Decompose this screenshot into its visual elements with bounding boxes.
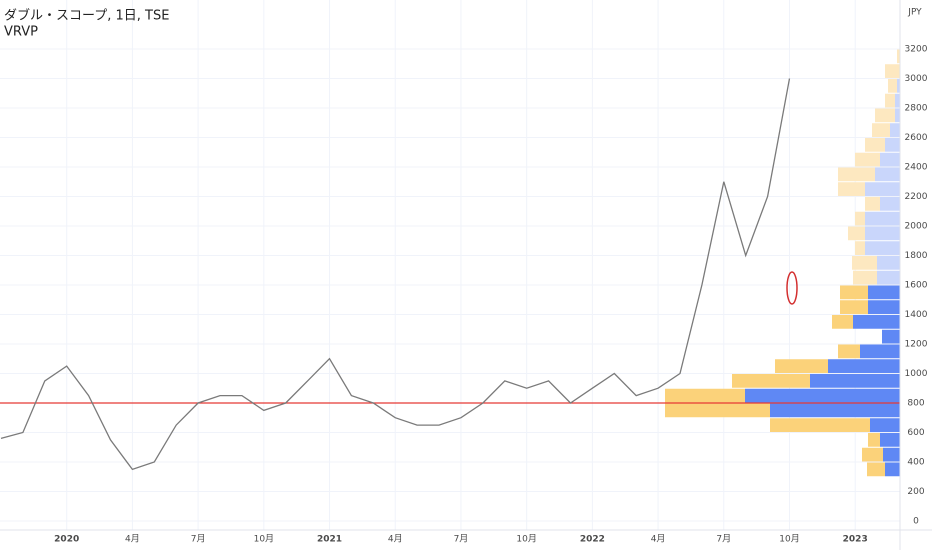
x-tick-label: 7月 bbox=[716, 534, 731, 545]
y-tick-label: 0 bbox=[913, 517, 919, 527]
x-tick-label: 10月 bbox=[516, 534, 536, 545]
volume-down-bar bbox=[770, 418, 870, 432]
volume-up-bar bbox=[868, 300, 900, 314]
volume-profile bbox=[665, 49, 900, 477]
volume-down-bar bbox=[840, 285, 868, 300]
x-tick-label: 2023 bbox=[843, 535, 868, 545]
volume-down-bar bbox=[885, 93, 895, 108]
y-tick-label: 400 bbox=[907, 457, 924, 467]
y-tick-label: 1200 bbox=[905, 339, 928, 349]
volume-up-bar bbox=[897, 78, 900, 93]
volume-down-bar bbox=[832, 314, 853, 329]
x-tick-label: 4月 bbox=[388, 534, 403, 545]
volume-down-bar bbox=[875, 108, 895, 123]
volume-down-bar bbox=[665, 403, 770, 418]
volume-up-bar bbox=[877, 255, 900, 270]
volume-down-bar bbox=[852, 255, 877, 270]
x-tick-label: 2022 bbox=[580, 535, 605, 545]
y-tick-label: 2400 bbox=[905, 162, 928, 172]
volume-up-bar bbox=[853, 314, 900, 329]
axes: 0 200 400 600 800 1000 1200 1400 1600 1800 2000 220… bbox=[54, 44, 928, 544]
y-tick-label: 2600 bbox=[905, 133, 928, 143]
y-tick-label: 1000 bbox=[905, 369, 928, 379]
volume-up-bar bbox=[880, 432, 900, 447]
y-axis-label: JPY bbox=[907, 8, 922, 18]
x-tick-label: 2021 bbox=[317, 535, 342, 545]
volume-up-bar bbox=[880, 196, 900, 211]
y-tick-label: 1800 bbox=[905, 251, 928, 261]
volume-down-bar bbox=[855, 211, 865, 226]
volume-up-bar bbox=[890, 123, 900, 137]
price-series bbox=[0, 78, 791, 471]
y-tick-label: 600 bbox=[907, 428, 924, 438]
volume-down-bar bbox=[897, 49, 900, 64]
volume-up-bar bbox=[895, 93, 900, 108]
volume-down-bar bbox=[838, 344, 860, 359]
volume-up-bar bbox=[883, 447, 900, 462]
volume-down-bar bbox=[862, 447, 883, 462]
x-tick-label: 10月 bbox=[779, 534, 799, 545]
chart-title: ダブル・スコープ, 1日, TSE bbox=[4, 8, 169, 24]
volume-up-bar bbox=[865, 226, 900, 241]
volume-down-bar bbox=[848, 226, 865, 241]
x-tick-label: 4月 bbox=[651, 534, 666, 545]
volume-down-bar bbox=[868, 432, 880, 447]
indicator-label: VRVP bbox=[4, 25, 38, 40]
y-tick-label: 2800 bbox=[905, 103, 928, 113]
volume-down-bar bbox=[872, 123, 890, 137]
grid bbox=[0, 0, 900, 530]
volume-down-bar bbox=[665, 388, 745, 403]
volume-up-bar bbox=[865, 182, 900, 196]
volume-down-bar bbox=[888, 78, 897, 93]
highlight-circle bbox=[786, 271, 798, 305]
volume-up-bar bbox=[865, 211, 900, 226]
y-tick-label: 3000 bbox=[905, 74, 928, 84]
volume-down-bar bbox=[853, 270, 877, 285]
x-tick-label: 10月 bbox=[254, 534, 274, 545]
volume-down-bar bbox=[865, 137, 885, 152]
volume-up-bar bbox=[880, 152, 900, 167]
volume-up-bar bbox=[870, 418, 900, 432]
volume-up-bar bbox=[868, 285, 900, 300]
volume-down-bar bbox=[838, 167, 875, 182]
volume-up-bar bbox=[885, 137, 900, 152]
volume-down-bar bbox=[855, 152, 880, 167]
y-tick-label: 200 bbox=[907, 487, 924, 497]
y-tick-label: 3200 bbox=[905, 44, 928, 54]
x-tick-label: 7月 bbox=[454, 534, 469, 545]
volume-up-bar bbox=[895, 108, 900, 123]
volume-down-bar bbox=[840, 300, 868, 314]
volume-down-bar bbox=[867, 462, 885, 477]
plot bbox=[0, 78, 900, 471]
volume-up-bar bbox=[865, 241, 900, 255]
y-tick-label: 1400 bbox=[905, 310, 928, 320]
y-tick-label: 800 bbox=[907, 398, 924, 408]
volume-up-bar bbox=[745, 388, 900, 403]
volume-down-bar bbox=[865, 196, 880, 211]
volume-up-bar bbox=[810, 373, 900, 388]
volume-down-bar bbox=[838, 182, 865, 196]
y-tick-label: 2000 bbox=[905, 221, 928, 231]
volume-down-bar bbox=[775, 359, 828, 373]
x-tick-label: 2020 bbox=[54, 535, 79, 545]
volume-up-bar bbox=[860, 344, 900, 359]
y-tick-label: 2200 bbox=[905, 192, 928, 202]
x-tick-label: 7月 bbox=[191, 534, 206, 545]
volume-down-bar bbox=[732, 373, 810, 388]
x-tick-label: 4月 bbox=[125, 534, 140, 545]
volume-up-bar bbox=[885, 462, 900, 477]
volume-down-bar bbox=[855, 241, 865, 255]
y-tick-label: 1600 bbox=[905, 280, 928, 290]
volume-down-bar bbox=[885, 64, 900, 78]
volume-up-bar bbox=[877, 270, 900, 285]
volume-up-bar bbox=[875, 167, 900, 182]
volume-up-bar bbox=[882, 329, 900, 344]
volume-up-bar bbox=[770, 403, 900, 418]
volume-up-bar bbox=[828, 359, 900, 373]
